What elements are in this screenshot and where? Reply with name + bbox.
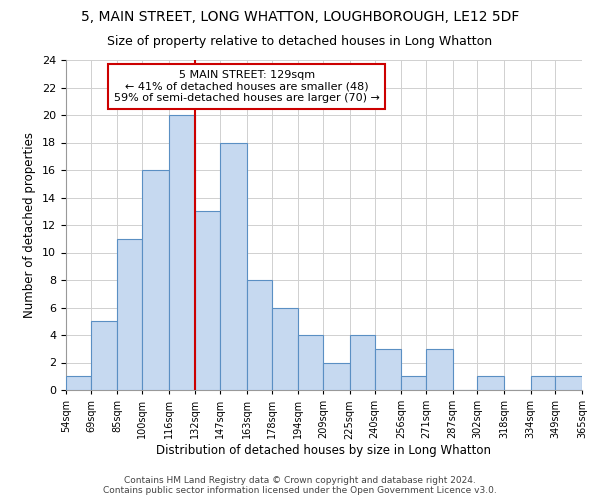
Text: 5 MAIN STREET: 129sqm
← 41% of detached houses are smaller (48)
59% of semi-deta: 5 MAIN STREET: 129sqm ← 41% of detached … bbox=[113, 70, 380, 103]
Bar bbox=[530, 376, 556, 390]
Y-axis label: Number of detached properties: Number of detached properties bbox=[23, 132, 37, 318]
Bar bbox=[247, 280, 272, 390]
Bar bbox=[401, 376, 426, 390]
Bar bbox=[350, 335, 374, 390]
Bar bbox=[323, 362, 350, 390]
Bar bbox=[118, 239, 142, 390]
Bar bbox=[272, 308, 298, 390]
Bar bbox=[478, 376, 504, 390]
X-axis label: Distribution of detached houses by size in Long Whatton: Distribution of detached houses by size … bbox=[157, 444, 491, 457]
Text: Size of property relative to detached houses in Long Whatton: Size of property relative to detached ho… bbox=[107, 35, 493, 48]
Bar bbox=[169, 115, 196, 390]
Bar bbox=[91, 322, 118, 390]
Bar bbox=[374, 349, 401, 390]
Text: 5, MAIN STREET, LONG WHATTON, LOUGHBOROUGH, LE12 5DF: 5, MAIN STREET, LONG WHATTON, LOUGHBOROU… bbox=[81, 10, 519, 24]
Bar bbox=[142, 170, 169, 390]
Bar bbox=[196, 211, 220, 390]
Text: Contains HM Land Registry data © Crown copyright and database right 2024.
Contai: Contains HM Land Registry data © Crown c… bbox=[103, 476, 497, 495]
Bar bbox=[426, 349, 452, 390]
Bar bbox=[298, 335, 323, 390]
Bar bbox=[220, 142, 247, 390]
Bar bbox=[66, 376, 91, 390]
Bar bbox=[556, 376, 582, 390]
